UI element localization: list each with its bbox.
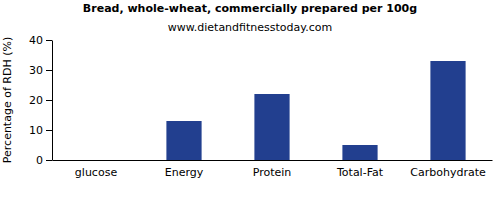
x-tick: glucose	[75, 160, 118, 179]
bars	[166, 61, 465, 160]
subtitle: www.dietandfitnesstoday.com	[168, 21, 332, 34]
x-tick: Protein	[253, 160, 292, 179]
y-tick: 0	[36, 154, 52, 167]
y-tick-mark	[46, 100, 52, 101]
y-tick-label: 20	[29, 94, 43, 107]
x-tick-label: glucose	[75, 166, 118, 179]
y-tick: 20	[29, 94, 52, 107]
x-axis-line	[53, 160, 493, 161]
y-axis-line	[52, 41, 53, 161]
bar	[254, 94, 289, 160]
y-tick-mark	[46, 40, 52, 41]
x-tick: Total-Fat	[336, 160, 384, 179]
x-tick: Carbohydrate	[410, 160, 486, 179]
x-tick: Energy	[165, 160, 204, 179]
plot: 0 10 20 30 40 glucose Energy Protein Total-Fat Ca…	[29, 34, 493, 179]
y-axis-title: Percentage of RDH (%)	[1, 37, 14, 163]
bar	[166, 121, 201, 160]
x-tick-label: Protein	[253, 166, 292, 179]
y-tick: 40	[29, 34, 52, 47]
y-tick-label: 40	[29, 34, 43, 47]
y-tick-label: 0	[36, 154, 43, 167]
y-tick: 10	[29, 124, 52, 137]
x-axis: glucose Energy Protein Total-Fat Carbohydrat…	[53, 160, 493, 179]
bar	[342, 145, 377, 160]
y-tick-label: 30	[29, 64, 43, 77]
x-tick-label: Carbohydrate	[410, 166, 486, 179]
title: Bread, whole-wheat, commercially prepare…	[83, 2, 417, 15]
bar	[430, 61, 465, 160]
y-tick-mark	[46, 70, 52, 71]
x-tick-label: Total-Fat	[336, 166, 384, 179]
y-tick-mark	[46, 160, 52, 161]
y-tick-mark	[46, 130, 52, 131]
y-tick: 30	[29, 64, 52, 77]
y-axis: 0 10 20 30 40	[29, 34, 53, 167]
bar	[78, 160, 113, 161]
chart: Bread, whole-wheat, commercially prepare…	[0, 0, 500, 200]
y-tick-label: 10	[29, 124, 43, 137]
x-tick-label: Energy	[165, 166, 204, 179]
